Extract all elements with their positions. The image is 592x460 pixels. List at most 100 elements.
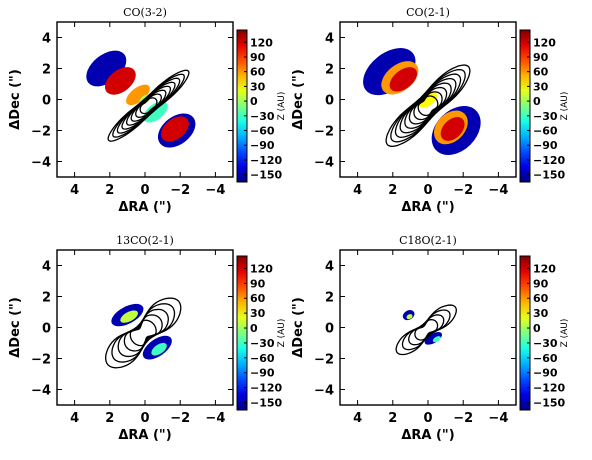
colorbar-tick-label: 120	[533, 262, 556, 275]
colorbar-tick-label: 120	[533, 36, 556, 49]
y-tick-label: 0	[325, 322, 334, 337]
colorbar-tick-label: −60	[250, 352, 275, 365]
x-tick-label: 0	[140, 411, 149, 426]
colorbar-tick-label: 120	[250, 36, 273, 49]
y-axis-label: ΔDec (")	[291, 297, 306, 358]
x-tick-label: 0	[140, 183, 149, 198]
panel-1: 4 4 2 2 0 0 −2 −2 −4 −4 CO(3-2) ΔRA (") ΔDec (") 120 9…	[8, 6, 287, 215]
x-tick-label: 2	[388, 183, 397, 198]
colorbar-tick-label: −120	[533, 382, 566, 395]
panel-title: CO(2-1)	[406, 6, 450, 19]
contour-line	[399, 77, 457, 134]
colorbar-tick-label: 0	[533, 95, 541, 108]
y-tick-label: −4	[314, 156, 334, 171]
y-tick-label: 4	[42, 32, 51, 47]
contour-line	[123, 314, 163, 352]
colorbar-tick-label: −90	[250, 367, 275, 380]
colorbar-tick-label: 90	[533, 277, 549, 290]
colorbar-gradient	[519, 255, 531, 411]
contour-line	[390, 68, 466, 143]
plot-area	[395, 304, 457, 356]
x-tick-label: −4	[205, 411, 225, 426]
contour-line	[121, 81, 176, 130]
contour-line	[116, 77, 181, 134]
contour-line	[139, 97, 158, 115]
y-axis-label: ΔDec (")	[8, 297, 23, 358]
x-tick-label: −2	[170, 183, 190, 198]
contour-line	[105, 297, 182, 369]
y-tick-label: 2	[42, 63, 51, 78]
velocity-blob	[151, 342, 167, 356]
colorbar-tick-label: −90	[533, 139, 558, 152]
x-tick-label: 4	[353, 183, 362, 198]
y-tick-label: −4	[31, 156, 51, 171]
colorbar-tick-label: −30	[533, 337, 558, 350]
colorbar-label: Z (AU)	[277, 319, 287, 348]
y-tick-label: −4	[314, 384, 334, 399]
x-tick-label: 4	[70, 411, 79, 426]
colorbar-tick-label: −30	[250, 110, 275, 123]
colorbar-tick-label: 30	[533, 307, 549, 320]
y-tick-label: 0	[325, 94, 334, 109]
x-tick-label: 4	[353, 411, 362, 426]
velocity-blob	[126, 84, 150, 106]
colorbar-tick-label: 90	[250, 277, 266, 290]
velocity-blob	[389, 67, 418, 92]
y-axis-label: ΔDec (")	[291, 69, 306, 130]
y-tick-label: 2	[42, 291, 51, 306]
colorbar-tick-label: 60	[533, 292, 549, 305]
x-tick-label: −4	[488, 183, 508, 198]
contour-line	[130, 89, 167, 122]
contour-line	[413, 91, 443, 121]
y-tick-label: 0	[42, 94, 51, 109]
contour-line	[107, 69, 190, 142]
x-axis-label: ΔRA (")	[118, 200, 171, 215]
velocity-blob	[440, 117, 465, 141]
colorbar-tick-label: −120	[250, 382, 283, 395]
y-tick-label: 4	[42, 260, 51, 275]
contour-line	[417, 95, 439, 117]
colorbar-tick-label: −30	[533, 110, 558, 123]
contour-line	[125, 85, 172, 126]
y-tick-label: −2	[314, 125, 334, 140]
y-tick-label: −2	[31, 125, 51, 140]
x-axis-label: ΔRA (")	[118, 428, 171, 443]
contour-line	[408, 86, 448, 125]
panel-title: CO(3-2)	[123, 6, 167, 19]
y-tick-label: 4	[325, 32, 334, 47]
x-axis-label: ΔRA (")	[401, 200, 454, 215]
colorbar-tick-label: −150	[533, 397, 566, 410]
velocity-blob	[406, 314, 413, 320]
colorbar-tick-label: −60	[533, 125, 558, 138]
x-tick-label: 2	[105, 183, 114, 198]
x-tick-label: 4	[70, 183, 79, 198]
velocity-blob	[424, 332, 442, 345]
panel-title: 13CO(2-1)	[116, 234, 174, 247]
contour-line	[117, 308, 169, 358]
colorbar-tick-label: −120	[533, 154, 566, 167]
colorbar-tick-label: 60	[250, 66, 266, 79]
velocity-blob	[160, 116, 189, 142]
x-tick-label: 0	[423, 183, 432, 198]
plot-frame	[339, 249, 517, 406]
x-tick-label: 2	[388, 411, 397, 426]
y-tick-label: 2	[325, 63, 334, 78]
colorbar-tick-label: −150	[533, 169, 566, 182]
contour-line	[129, 319, 157, 347]
x-tick-label: −2	[453, 411, 473, 426]
contour-line	[414, 319, 439, 341]
colorbar-tick-label: 30	[250, 307, 266, 320]
contour-line	[394, 73, 462, 138]
velocity-blob	[432, 336, 441, 343]
y-tick-label: −2	[314, 353, 334, 368]
colorbar-tick-label: 0	[250, 95, 258, 108]
plot-area	[363, 48, 481, 155]
panel-title: C18O(2-1)	[399, 234, 457, 247]
colorbar-gradient	[519, 29, 531, 183]
contour-line	[135, 93, 162, 118]
colorbar-gradient	[236, 255, 248, 411]
